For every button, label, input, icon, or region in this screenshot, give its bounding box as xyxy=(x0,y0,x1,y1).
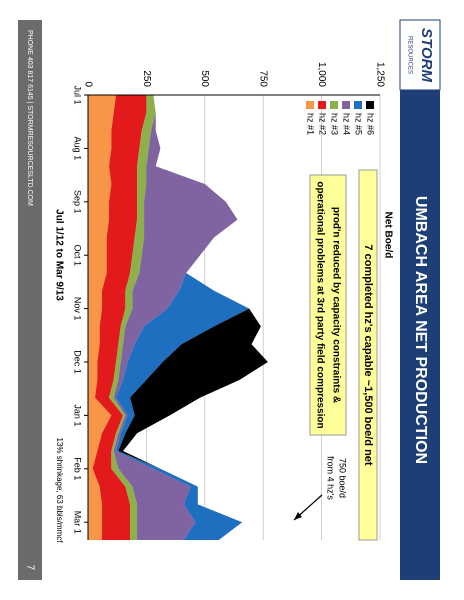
legend-swatch xyxy=(342,101,350,109)
page-number: 7 xyxy=(24,564,35,570)
y-tick-label: 1,000 xyxy=(316,62,327,87)
x-tick-label: Jul 1 xyxy=(73,85,83,104)
legend-label: hz #2 xyxy=(318,113,328,135)
legend-swatch xyxy=(366,101,374,109)
legend-swatch xyxy=(354,101,362,109)
y-tick-label: 250 xyxy=(141,70,152,87)
logo-box xyxy=(399,19,441,91)
x-tick-label: Sep 1 xyxy=(73,190,83,214)
annotation: 7 completed hz's capable ~1,500 boe/d ne… xyxy=(362,244,374,466)
legend-swatch xyxy=(318,101,326,109)
logo: STORM xyxy=(418,28,435,82)
annotation: operational problems at 3rd party field … xyxy=(314,181,325,428)
x-tick-label: Oct 1 xyxy=(73,244,83,266)
area xyxy=(113,95,238,540)
footer-bar xyxy=(18,20,42,580)
area xyxy=(116,95,250,540)
slide-title: UMBACH AREA NET PRODUCTION xyxy=(412,196,429,464)
logo-sub: RESOURCES xyxy=(406,36,412,74)
x-tick-label: Aug 1 xyxy=(73,137,83,161)
legend-label: hz #5 xyxy=(354,113,364,135)
annotation: from 4 hz's xyxy=(326,456,336,500)
x-tick-label: Dec 1 xyxy=(73,350,83,374)
area xyxy=(92,95,147,540)
legend-label: hz #6 xyxy=(366,113,376,135)
x-range-label: Jul 1/12 to Mar 9/13 xyxy=(53,209,64,301)
annotation-box xyxy=(358,169,378,541)
legend-label: hz #3 xyxy=(330,113,340,135)
y-tick-label: 0 xyxy=(82,81,93,87)
x-tick-label: Feb 1 xyxy=(73,457,83,480)
area xyxy=(118,95,268,540)
x-tick-label: Nov 1 xyxy=(73,297,83,321)
y-tick-label: 500 xyxy=(199,70,210,87)
x-tick-label: Mar 1 xyxy=(73,511,83,534)
y-axis-label: Net Boe/d xyxy=(382,212,393,259)
legend-swatch xyxy=(306,101,314,109)
x-tick-label: Jan 1 xyxy=(73,404,83,426)
title-bar xyxy=(400,20,440,580)
annotation: 750 boe/d xyxy=(338,458,348,498)
y-tick-label: 1,250 xyxy=(374,62,385,87)
annotation-box xyxy=(309,174,347,436)
legend-label: hz #4 xyxy=(342,113,352,135)
legend-swatch xyxy=(330,101,338,109)
footer: PHONE 403 817 6145 | STORMRESOURCESLTD.C… xyxy=(26,30,33,206)
annotation: prod'n reduced by capacity constraints & xyxy=(330,207,341,403)
arrow-head xyxy=(294,512,302,520)
annotation: 13% shrinkage, 63 bbls/mmcf xyxy=(55,438,64,544)
y-tick-label: 750 xyxy=(258,70,269,87)
legend-label: hz #1 xyxy=(306,113,316,135)
plot: 0 250 500 750 1,000 1,250 Jul 1 Aug 1 Sep 1 Oct 1… xyxy=(73,62,385,540)
